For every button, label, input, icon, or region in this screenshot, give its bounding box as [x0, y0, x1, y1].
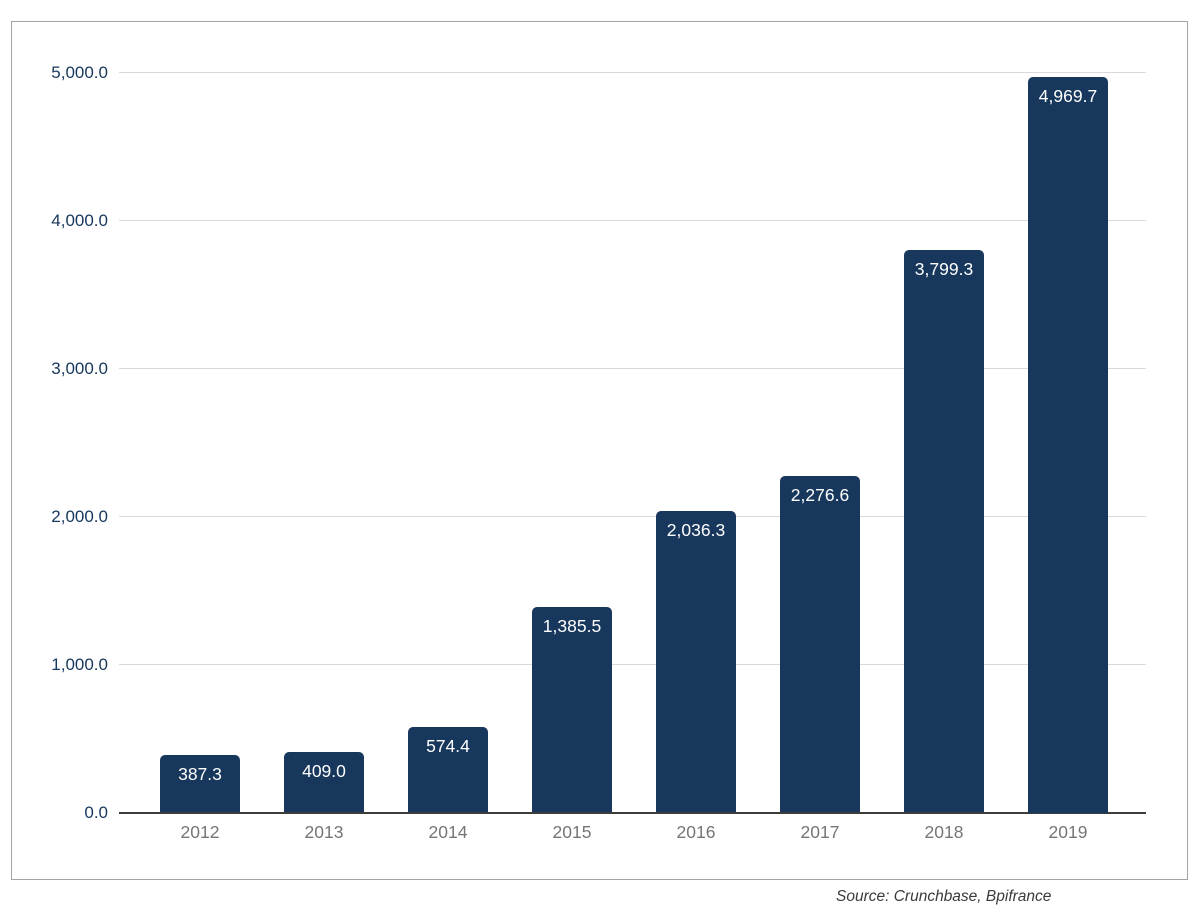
bar-value-label: 3,799.3	[914, 259, 974, 280]
bar-2018	[904, 250, 984, 813]
y-axis-tick-label: 4,000.0	[51, 210, 108, 230]
bar-2013	[284, 751, 364, 813]
y-axis-tick-label: 0.0	[84, 802, 108, 822]
bar-value-label: 409.0	[302, 760, 346, 781]
bar-value-label: 4,969.7	[1038, 85, 1098, 106]
y-gridline	[119, 515, 1146, 518]
bar-value-label: 574.4	[426, 736, 470, 757]
bar-2014	[408, 727, 488, 813]
y-gridline	[119, 219, 1146, 222]
bar-value-label: 387.3	[178, 764, 222, 785]
y-axis-tick-label: 5,000.0	[51, 62, 108, 82]
bar-2015	[532, 607, 612, 813]
x-axis-tick-label: 2015	[552, 822, 592, 842]
y-gridline	[119, 663, 1146, 666]
bar-value-label: 1,385.5	[542, 616, 602, 637]
x-axis-tick-label: 2016	[676, 822, 716, 842]
x-axis-tick-label: 2013	[304, 822, 344, 842]
y-gridline	[119, 367, 1146, 370]
x-axis-baseline	[119, 811, 1146, 814]
bar-2019	[1028, 76, 1108, 813]
y-gridline	[119, 71, 1146, 74]
x-axis-tick-label: 2012	[180, 822, 220, 842]
bar-2012	[160, 755, 240, 813]
bar-value-label: 2,036.3	[666, 520, 726, 541]
x-axis-tick-label: 2018	[924, 822, 964, 842]
y-axis-tick-label: 3,000.0	[51, 358, 108, 378]
bar-2017	[780, 475, 860, 813]
x-axis-tick-label: 2014	[428, 822, 468, 842]
x-axis-tick-label: 2019	[1048, 822, 1088, 842]
bar-value-label: 2,276.6	[790, 484, 850, 505]
y-axis-tick-label: 1,000.0	[51, 654, 108, 674]
y-axis-tick-label: 2,000.0	[51, 506, 108, 526]
x-axis-tick-label: 2017	[800, 822, 840, 842]
bar-2016	[656, 511, 736, 813]
source-note: Source: Crunchbase, Bpifrance	[836, 888, 1052, 905]
chart-frame: 0.0 1,000.0 2,000.0 3,000.0 4,000.0 5,000.0 38…	[11, 21, 1188, 880]
